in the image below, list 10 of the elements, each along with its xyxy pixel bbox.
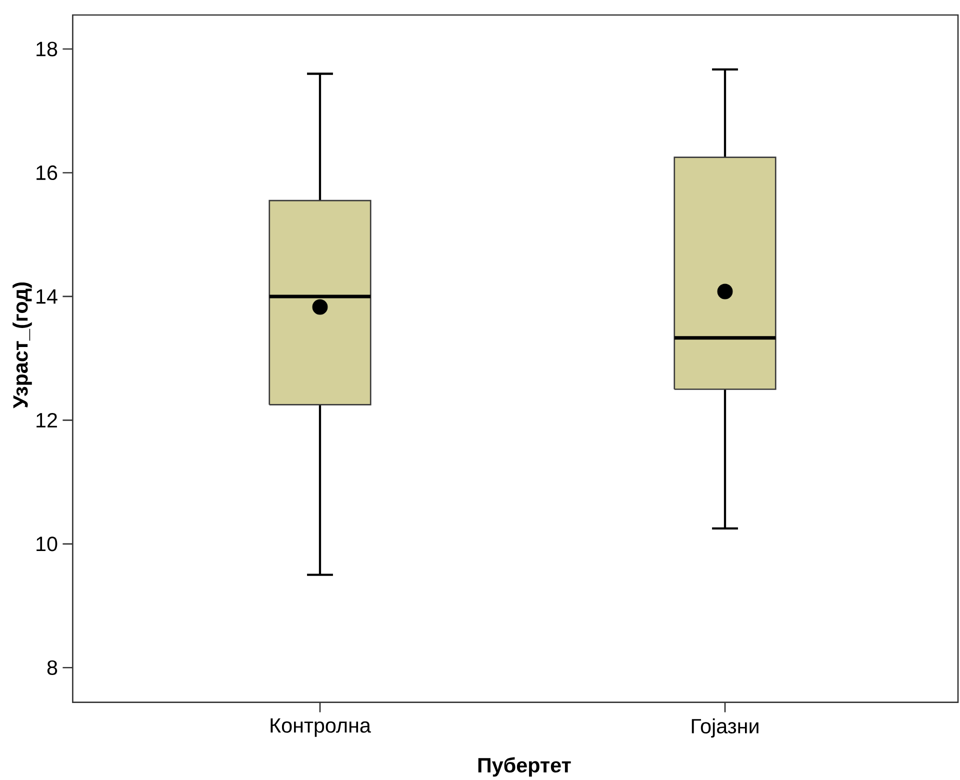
x-tick-label: Контролна xyxy=(270,718,371,737)
y-tick-label: 8 xyxy=(47,660,58,675)
y-tick-label: 12 xyxy=(36,412,57,428)
y-axis-title: Узраст_(год) xyxy=(12,282,32,408)
y-tick-label: 18 xyxy=(36,42,58,56)
x-axis-title: Пубертет xyxy=(478,757,571,777)
y-tick-label: 10 xyxy=(36,536,58,552)
x-tick-label: Гојазни xyxy=(692,718,758,738)
y-tick-label: 16 xyxy=(36,165,58,180)
y-tick-label: 14 xyxy=(36,289,58,304)
